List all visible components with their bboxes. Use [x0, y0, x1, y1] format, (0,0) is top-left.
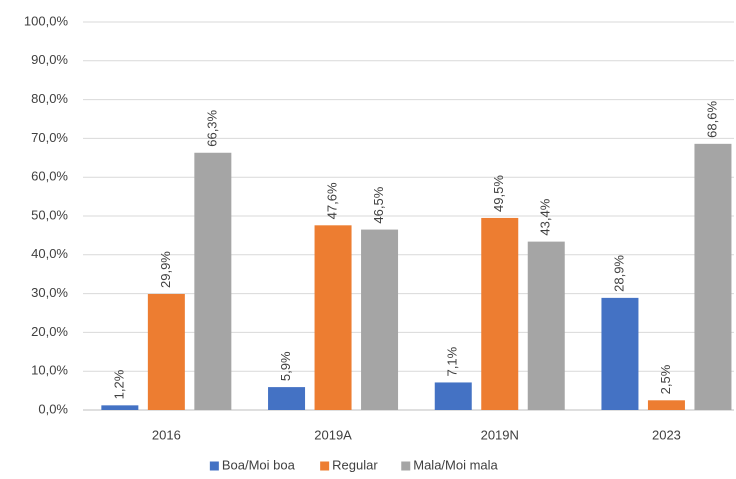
y-tick-label: 100,0% — [24, 13, 69, 28]
y-tick-label: 40,0% — [31, 246, 68, 261]
bar — [314, 225, 352, 410]
legend-label: Regular — [332, 457, 378, 472]
bar — [647, 400, 685, 410]
bar — [601, 297, 639, 410]
x-tick-label: 2023 — [652, 427, 681, 442]
data-label: 43,4% — [538, 198, 553, 235]
bar — [194, 152, 232, 411]
bar — [434, 382, 472, 410]
data-label: 5,9% — [278, 351, 293, 381]
data-label: 7,1% — [445, 346, 460, 376]
y-tick-label: 50,0% — [31, 207, 68, 222]
y-tick-label: 30,0% — [31, 285, 68, 300]
data-label: 28,9% — [611, 255, 626, 292]
y-tick-label: 70,0% — [31, 130, 68, 145]
data-label: 29,9% — [158, 251, 173, 288]
y-tick-label: 10,0% — [31, 363, 68, 378]
x-tick-label: 2019A — [314, 427, 352, 442]
legend-swatch — [401, 461, 411, 471]
bar — [361, 229, 399, 410]
data-label: 1,2% — [111, 369, 126, 399]
data-label: 46,5% — [371, 186, 386, 223]
bar — [527, 241, 565, 410]
data-label: 2,5% — [658, 364, 673, 394]
bar — [694, 143, 732, 410]
bar — [268, 387, 306, 410]
legend-label: Mala/Moi mala — [413, 457, 498, 472]
y-tick-label: 60,0% — [31, 169, 68, 184]
legend-swatch — [320, 461, 330, 471]
bar — [147, 293, 185, 410]
bar — [481, 217, 519, 410]
legend-swatch — [209, 461, 219, 471]
x-tick-label: 2019N — [481, 427, 519, 442]
data-label: 47,6% — [324, 182, 339, 219]
x-tick-label: 2016 — [152, 427, 181, 442]
data-label: 66,3% — [204, 109, 219, 146]
y-tick-label: 80,0% — [31, 91, 68, 106]
y-tick-label: 90,0% — [31, 52, 68, 67]
bar — [101, 405, 139, 410]
data-label: 49,5% — [491, 175, 506, 212]
y-tick-label: 0,0% — [38, 401, 68, 416]
legend-label: Boa/Moi boa — [222, 457, 296, 472]
data-label: 68,6% — [704, 101, 719, 138]
y-tick-label: 20,0% — [31, 324, 68, 339]
